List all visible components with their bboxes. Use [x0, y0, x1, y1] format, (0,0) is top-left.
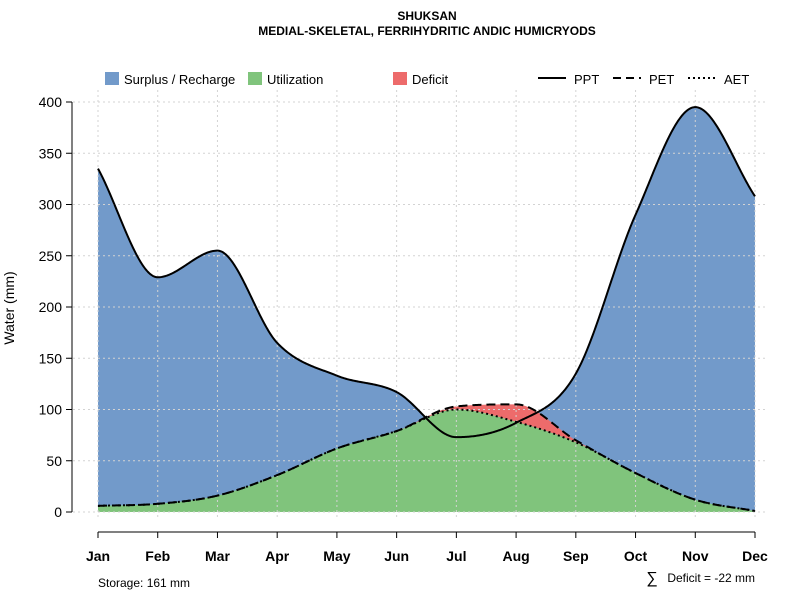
sum-symbol: ∑	[646, 570, 657, 587]
series-lines	[97, 106, 756, 512]
legend-swatch	[105, 72, 119, 85]
legend-item-deficit: Deficit	[393, 72, 449, 87]
y-tick-label-400: 400	[39, 94, 63, 110]
x-tick-label-nov: Nov	[682, 548, 709, 564]
surplus-area	[98, 107, 755, 512]
series-line-ppt	[97, 106, 756, 439]
chart-title: SHUKSAN	[397, 9, 456, 23]
x-tick-label-feb: Feb	[145, 548, 170, 564]
y-tick-label-150: 150	[39, 350, 63, 366]
storage-note: Storage: 161 mm	[98, 576, 190, 590]
legend-item-utilization: Utilization	[248, 72, 323, 87]
y-tick-label-300: 300	[39, 197, 63, 213]
y-tick-label-0: 0	[54, 504, 62, 520]
legend-label: Surplus / Recharge	[124, 72, 235, 87]
legend-label: Deficit	[412, 72, 449, 87]
series-line-pet	[97, 403, 756, 512]
x-tick-label-jan: Jan	[86, 548, 110, 564]
legend-item-surplus-recharge: Surplus / Recharge	[105, 72, 235, 87]
y-tick-label-100: 100	[39, 402, 63, 418]
legend-swatch	[248, 72, 262, 85]
legend-label: AET	[724, 72, 749, 87]
legend-item-pet: PET	[613, 72, 674, 87]
x-tick-label-sep: Sep	[563, 548, 589, 564]
x-tick-label-mar: Mar	[205, 548, 230, 564]
legend-swatch	[393, 72, 407, 85]
legend-label: PPT	[574, 72, 599, 87]
legend-item-ppt: PPT	[538, 72, 599, 87]
y-tick-label-350: 350	[39, 145, 63, 161]
y-tick-label-50: 50	[46, 453, 62, 469]
x-tick-label-may: May	[323, 548, 350, 564]
x-tick-label-jul: Jul	[446, 548, 466, 564]
legend-label: Utilization	[267, 72, 323, 87]
chart-subtitle: MEDIAL-SKELETAL, FERRIHYDRITIC ANDIC HUM…	[258, 24, 596, 38]
legend: Surplus / Recharge Utilization Deficit PPT P…	[105, 72, 749, 87]
x-tick-label-apr: Apr	[265, 548, 290, 564]
legend-item-aet: AET	[688, 72, 749, 87]
y-axis-label: Water (mm)	[1, 271, 17, 344]
x-tick-label-oct: Oct	[624, 548, 648, 564]
grid	[68, 90, 765, 517]
x-tick-label-aug: Aug	[502, 548, 529, 564]
x-tick-label-jun: Jun	[384, 548, 409, 564]
y-tick-label-200: 200	[39, 299, 63, 315]
x-tick-label-dec: Dec	[742, 548, 768, 564]
axes: 0 50 100 150 200 250 300 350 400 Jan Feb Mar Apr May J…	[39, 94, 768, 564]
legend-label: PET	[649, 72, 674, 87]
y-tick-label-250: 250	[39, 248, 63, 264]
plot-areas	[98, 107, 755, 512]
deficit-note: Deficit = -22 mm	[667, 571, 755, 585]
utilization-area	[98, 409, 755, 512]
